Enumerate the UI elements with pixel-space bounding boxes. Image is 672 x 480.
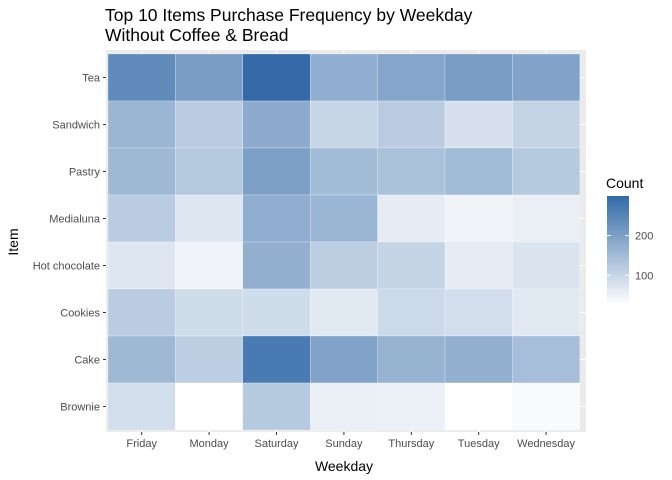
heatmap-cell <box>444 53 513 102</box>
heatmap-cell <box>377 382 446 431</box>
heatmap-cell <box>444 335 513 384</box>
y-tick-label: Cake <box>74 355 100 367</box>
x-tick-label: Wednesday <box>517 438 575 450</box>
heatmap-cell <box>107 335 176 384</box>
heatmap-cell <box>310 53 378 102</box>
heatmap-cell <box>242 53 311 102</box>
heatmap-cell <box>310 194 378 243</box>
heatmap-cell <box>310 241 378 290</box>
heatmap-cell <box>512 335 581 384</box>
heatmap-cell <box>175 288 243 337</box>
heatmap-cell <box>310 335 378 384</box>
heatmap-cell <box>377 53 446 102</box>
heatmap-cell <box>242 241 311 290</box>
y-tick-label: Tea <box>82 73 101 85</box>
heatmap-cell <box>444 382 513 431</box>
heatmap-cell <box>310 288 378 337</box>
y-tick-label: Medialuna <box>49 214 101 226</box>
y-tick-label: Brownie <box>60 402 100 414</box>
heatmap-cell <box>512 288 581 337</box>
heatmap-cell <box>444 100 513 149</box>
legend-ticks: 100 200 <box>607 231 653 282</box>
heatmap-cell <box>310 382 378 431</box>
heatmap-cell <box>175 147 243 196</box>
heatmap-cell <box>310 100 378 149</box>
heatmap-cell <box>107 53 176 102</box>
heatmap-cell <box>175 241 243 290</box>
heatmap-cell <box>107 382 176 431</box>
x-tick-label: Sunday <box>325 438 363 450</box>
heatmap-cell <box>242 382 311 431</box>
heatmap-cell <box>242 194 311 243</box>
heatmap-cell <box>512 382 581 431</box>
heatmap-cell <box>444 241 513 290</box>
heatmap-cell <box>512 194 581 243</box>
x-axis-label: Weekday <box>315 458 373 474</box>
heatmap-cell <box>444 147 513 196</box>
heatmap-cell <box>444 194 513 243</box>
x-tick-label: Monday <box>190 438 230 450</box>
heatmap-cell <box>175 100 243 149</box>
legend-tick-label: 100 <box>635 270 653 282</box>
heatmap-cell <box>175 382 243 431</box>
heatmap-cell <box>377 100 446 149</box>
heatmap-cell <box>310 147 378 196</box>
heatmap-cell <box>175 53 243 102</box>
heatmap-cell <box>512 100 581 149</box>
heatmap-cell <box>107 241 176 290</box>
heatmap-cell <box>512 241 581 290</box>
legend: Count 100 200 <box>606 175 653 305</box>
heatmap-cell <box>377 241 446 290</box>
heatmap-cell <box>175 335 243 384</box>
heatmap-cell <box>107 100 176 149</box>
heatmap-cell <box>512 147 581 196</box>
heatmap-cell <box>444 288 513 337</box>
legend-tick-label: 200 <box>635 231 653 243</box>
y-tick-label: Pastry <box>69 167 101 179</box>
heatmap-cell <box>242 335 311 384</box>
heatmap-cell <box>242 147 311 196</box>
heatmap-cell <box>512 53 581 102</box>
legend-colorbar <box>607 196 629 305</box>
x-tick-label: Tuesday <box>458 438 500 450</box>
y-axis-ticks: Tea Sandwich Pastry Medialuna Hot chocolate C… <box>33 73 106 414</box>
heatmap-cell <box>377 288 446 337</box>
y-tick-label: Sandwich <box>52 120 100 132</box>
y-tick-label: Cookies <box>60 308 100 320</box>
x-tick-label: Saturday <box>254 438 299 450</box>
heatmap-cell <box>107 288 176 337</box>
legend-title: Count <box>606 175 643 191</box>
chart-title-line2: Without Coffee & Bread <box>105 25 289 45</box>
x-tick-label: Friday <box>126 438 157 450</box>
heatmap-cell <box>175 194 243 243</box>
heatmap-cells <box>107 53 581 431</box>
heatmap-cell <box>242 100 311 149</box>
heatmap-cell <box>377 194 446 243</box>
y-axis-label: Item <box>5 228 21 255</box>
heatmap-cell <box>377 335 446 384</box>
heatmap-cell <box>107 194 176 243</box>
heatmap-cell <box>377 147 446 196</box>
y-tick-label: Hot chocolate <box>33 261 100 273</box>
x-tick-label: Thursday <box>388 438 434 450</box>
chart-title-line1: Top 10 Items Purchase Frequency by Weekd… <box>105 5 473 25</box>
heatmap-cell <box>242 288 311 337</box>
heatmap-cell <box>107 147 176 196</box>
x-axis-ticks: Friday Monday Saturday Sunday Thursday Tuesda… <box>126 432 576 450</box>
